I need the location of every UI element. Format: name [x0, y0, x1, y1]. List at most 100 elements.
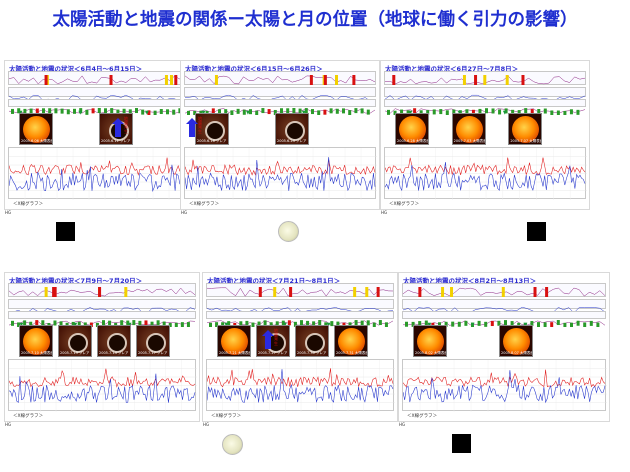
new-moon-icon: [527, 222, 546, 241]
panel-1: 太陽活動と地震の状況＜6月4日～6月15日＞ ▼▼▼2005.6.06 太陽表面…: [4, 60, 204, 215]
kp-bar: [85, 109, 89, 115]
kp-bar: [318, 320, 322, 326]
kp-bar: [224, 109, 228, 115]
kp-bar: [504, 320, 507, 326]
kp-bar: [413, 108, 417, 114]
activity-bar: [505, 75, 509, 85]
kp-bar: [451, 321, 455, 327]
kp-bar: [329, 108, 333, 114]
activity-bar: [335, 75, 339, 85]
upper-strip-chart: [184, 71, 376, 85]
panel-5: 太陽活動と地震の状況＜7月21日～8月1日＞ ▼▼▼2005.7.21 太陽表面…: [202, 272, 398, 427]
kp-bar: [178, 108, 182, 114]
activity-bar: [418, 287, 422, 297]
coronagraph-ring: [146, 333, 166, 353]
photo-caption: 2005.7.10 太陽表面写真: [21, 351, 52, 355]
activity-bar: [501, 287, 505, 297]
kp-bar: [281, 320, 285, 326]
xray-series-red: [8, 155, 200, 176]
activity-bar: [44, 287, 48, 297]
panel-title: 太陽活動と地震の状況＜8月2日～8月13日＞: [403, 277, 537, 285]
kp-bar: [524, 108, 528, 114]
photo-caption: 2005.7.21 太陽表面写真: [219, 351, 250, 355]
event-marker-icon: ▼: [144, 110, 149, 116]
sun-photo: 2005.6.06 太陽表面写真: [19, 113, 53, 145]
kp-bar: [484, 321, 488, 327]
sun-disc: [512, 116, 540, 143]
coronagraph-ring: [305, 333, 325, 353]
sun-disc: [338, 328, 365, 355]
kp-bar: [71, 321, 75, 327]
kp-bar: [457, 321, 461, 327]
flare-photo: 2005.7.30 フレア: [295, 325, 329, 357]
kp-bar: [543, 108, 547, 114]
hg-label: HG: [181, 210, 188, 215]
xray-graph-caption: ＜X線グラフ＞: [13, 414, 44, 419]
kp-bar: [366, 320, 370, 326]
kp-bar: [400, 109, 404, 115]
kp-bar: [336, 321, 340, 327]
xray-series-red: [384, 157, 586, 176]
sun-photo: 2005.7.31 太陽表面写真: [334, 325, 368, 357]
photo-caption: 2005.8.07 太陽表面写真: [501, 351, 532, 355]
activity-bar: [309, 75, 313, 85]
photo-caption: 2005.7.30 フレア: [297, 351, 327, 355]
kp-bar: [77, 321, 81, 327]
kp-bar: [280, 108, 283, 114]
xray-chart: [402, 359, 607, 412]
earthquake-arrow-icon: [186, 118, 198, 137]
kp-bar: [156, 320, 160, 326]
xray-chart: [8, 359, 197, 412]
kp-bar: [311, 109, 314, 115]
kp-bar: [11, 320, 14, 326]
kp-bar: [230, 110, 234, 116]
kp-bar: [491, 108, 495, 114]
sun-photo: 2005.7.21 太陽表面写真: [217, 325, 251, 357]
kp-bar: [108, 320, 112, 326]
kp-bar: [292, 108, 296, 114]
page-title: 太陽活動と地震の関係ー太陽と月の位置（地球に働く引力の影響）: [52, 10, 578, 30]
activity-bar: [483, 75, 487, 85]
panel-4: 太陽活動と地震の状況＜7月9日～7月20日＞ ▼▼▼2005.7.10 太陽表面…: [4, 272, 200, 427]
activity-bar: [170, 75, 174, 85]
strip-plot: [184, 94, 376, 102]
panel-2: 太陽活動と地震の状況＜6月15日～6月26日＞ ▼▼▼2005.6.16 フレア…: [180, 60, 380, 215]
coronagraph-ring: [68, 333, 88, 353]
xray-chart: [184, 147, 377, 200]
kp-bar: [150, 321, 154, 327]
panel-title: 太陽活動と地震の状況＜6月4日～6月15日＞: [9, 65, 143, 73]
kp-bar: [29, 108, 33, 114]
upper-strip-chart: [8, 87, 200, 102]
kp-bar: [257, 321, 261, 327]
kp-bar: [132, 320, 136, 326]
kp-bar: [550, 110, 554, 116]
kp-bar: [583, 322, 587, 328]
activity-bar: [323, 75, 327, 85]
flare-photo: 2005.6.16 フレア: [195, 113, 229, 145]
new-moon-icon: [452, 434, 471, 453]
kp-bar: [23, 108, 27, 114]
xray-graph-caption: ＜X線グラフ＞: [211, 414, 242, 419]
kp-bar: [48, 108, 52, 114]
kp-bar: [426, 110, 430, 116]
kp-bar: [147, 110, 151, 116]
event-marker-icon: ▼: [246, 110, 250, 116]
sun-disc: [23, 116, 50, 143]
strip-plot: [206, 307, 394, 314]
kp-bar: [35, 108, 39, 114]
activity-bar: [258, 287, 262, 297]
kp-bar: [570, 322, 573, 328]
sun-photo: 2005.7.03 太陽表面写真: [451, 113, 486, 145]
kp-bar: [563, 322, 567, 328]
kp-bar: [273, 109, 277, 115]
kp-bar: [465, 109, 469, 115]
upper-strip-chart: [206, 283, 394, 297]
panel-6: 太陽活動と地震の状況＜8月2日～8月13日＞ ▼▼▼2005.8.02 太陽表面…: [398, 272, 610, 427]
kp-bar: [411, 321, 415, 327]
kp-bar: [335, 108, 339, 114]
xray-series-red: [206, 368, 394, 388]
kp-bar: [293, 321, 297, 327]
kp-bar: [354, 320, 358, 326]
kp-bar: [477, 320, 481, 326]
kp-bar: [141, 109, 145, 115]
